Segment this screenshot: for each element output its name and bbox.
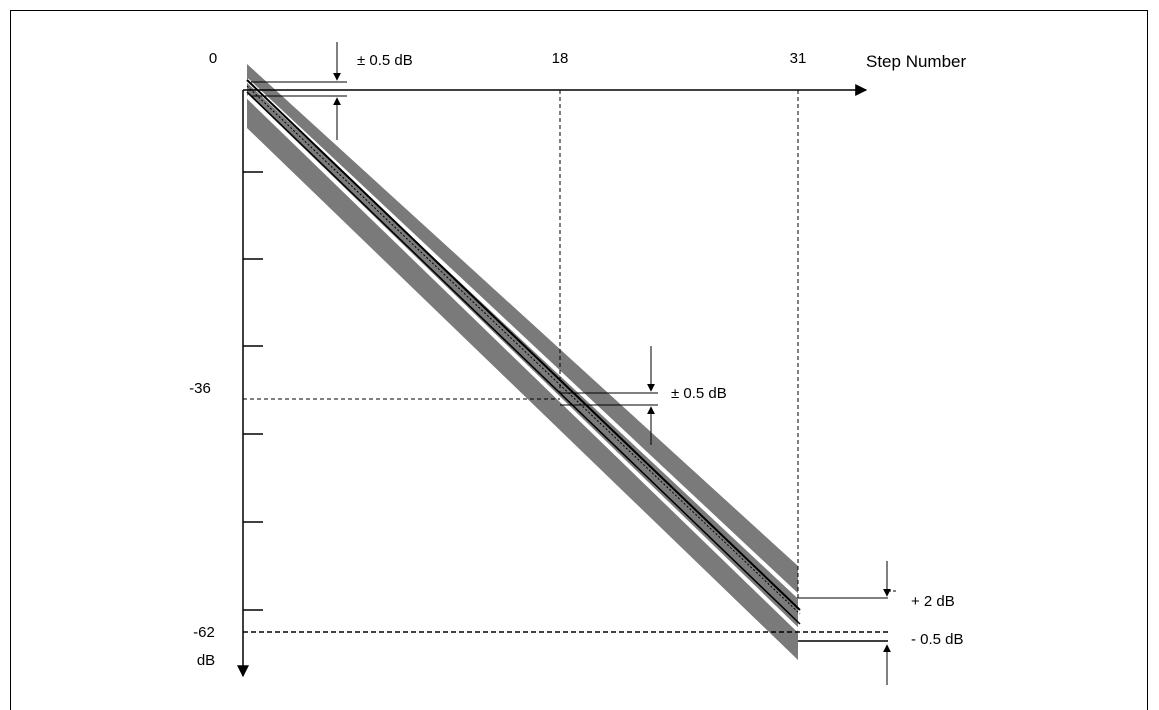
- top-tolerance-marker: [251, 42, 347, 140]
- x-tick-label-0: 0: [209, 50, 217, 67]
- mid-tolerance-marker: [560, 346, 658, 445]
- x-tick-label-31: 31: [790, 50, 807, 67]
- end-lower-label: - 0.5 dB: [911, 631, 964, 648]
- reference-lines: [243, 90, 799, 598]
- end-upper-label: + 2 dB: [911, 593, 955, 610]
- x-tick-label-18: 18: [552, 50, 569, 67]
- end-tolerance-marker: [798, 561, 896, 685]
- y-ticks: [243, 171, 263, 611]
- y-tick-label-36: -36: [189, 380, 211, 397]
- diagram-frame: [10, 10, 1148, 710]
- nominal-line-dotted: [246, 85, 801, 615]
- nominal-line-upper: [246, 79, 801, 611]
- band-gap-lower: [245, 94, 800, 632]
- y-axis-unit: dB: [197, 652, 215, 669]
- nominal-line-lower: [246, 91, 801, 625]
- y-tick-label-62: -62: [193, 624, 215, 641]
- x-axis-title: Step Number: [866, 52, 966, 71]
- mid-tolerance-label: ± 0.5 dB: [671, 385, 727, 402]
- band-gap-upper: [245, 78, 800, 598]
- top-tolerance-label: ± 0.5 dB: [357, 52, 413, 69]
